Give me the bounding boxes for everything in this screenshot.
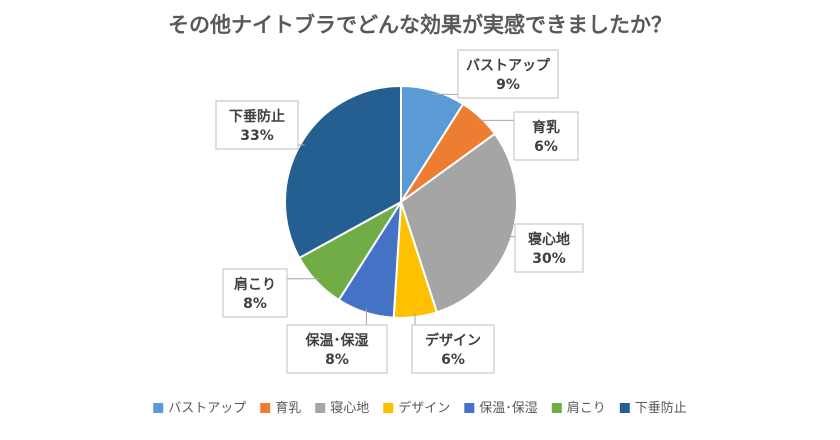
data-label-value-sag-prevention: 33% [240, 128, 274, 144]
callout-box-sag-prevention [215, 100, 299, 150]
data-label-value-design: 6% [441, 352, 465, 368]
callout-box-design [411, 324, 495, 374]
data-label-value-ikunyu: 6% [534, 139, 558, 155]
pie-slice-sleep-comfort [399, 132, 518, 314]
callout-box-bust-up [457, 49, 559, 99]
legend-swatch-sag-prevention [619, 403, 630, 413]
data-label-value-sleep-comfort: 30% [532, 251, 566, 267]
data-label-category-sag-prevention: 下垂防止 [229, 108, 285, 125]
legend-swatch-stiff-shoulders [551, 403, 562, 413]
callout-box-stiff-shoulders [222, 268, 288, 318]
data-label-value-stiff-shoulders: 8% [243, 296, 267, 312]
data-label-value-warmth-moisture: 8% [325, 352, 349, 368]
legend-swatch-warmth-moisture [464, 403, 475, 413]
data-label-category-ikunyu: 育乳 [532, 119, 560, 136]
data-label-category-bust-up: バストアップ [466, 58, 551, 74]
legend-label-stiff-shoulders: 肩こり [567, 400, 606, 416]
legend-label-sag-prevention: 下垂防止 [635, 400, 687, 416]
callout-box-ikunyu [513, 111, 579, 161]
legend-swatch-design [383, 403, 394, 413]
data-label-value-bust-up: 9% [496, 77, 520, 93]
data-label-category-design: デザイン [425, 332, 481, 349]
legend-label-warmth-moisture: 保温･保湿 [479, 401, 538, 416]
data-label-callouts: バストアップ 9% 育乳 6% 寝心地 30% デザイン 6% 保温･保湿 8% 肩こり 8% 下垂防止… [215, 49, 584, 374]
data-label-category-stiff-shoulders: 肩こり [234, 276, 276, 293]
leader-lines [287, 93, 515, 325]
callout-box-warmth-moisture [286, 324, 388, 374]
legend-swatch-sleep-comfort [315, 403, 326, 413]
chart-title: その他ナイトブラでどんな効果が実感できましたか？ [168, 13, 672, 37]
legend-label-design: デザイン [398, 400, 450, 416]
legend-swatch-ikunyu [260, 403, 271, 413]
legend-label-sleep-comfort: 寝心地 [330, 400, 369, 416]
legend-label-ikunyu: 育乳 [275, 400, 301, 416]
pie-slice-sag-prevention [284, 84, 402, 260]
pie-slices [284, 84, 518, 319]
data-label-category-sleep-comfort: 寝心地 [528, 231, 570, 248]
callout-box-sleep-comfort [514, 223, 584, 273]
data-label-category-warmth-moisture: 保温･保湿 [305, 332, 369, 349]
legend: バストアップ 育乳 寝心地 デザイン 保温･保湿 肩こり 下垂防止 [153, 400, 687, 416]
legend-label-bust-up: バストアップ [168, 401, 246, 416]
legend-swatch-bust-up [153, 403, 164, 413]
